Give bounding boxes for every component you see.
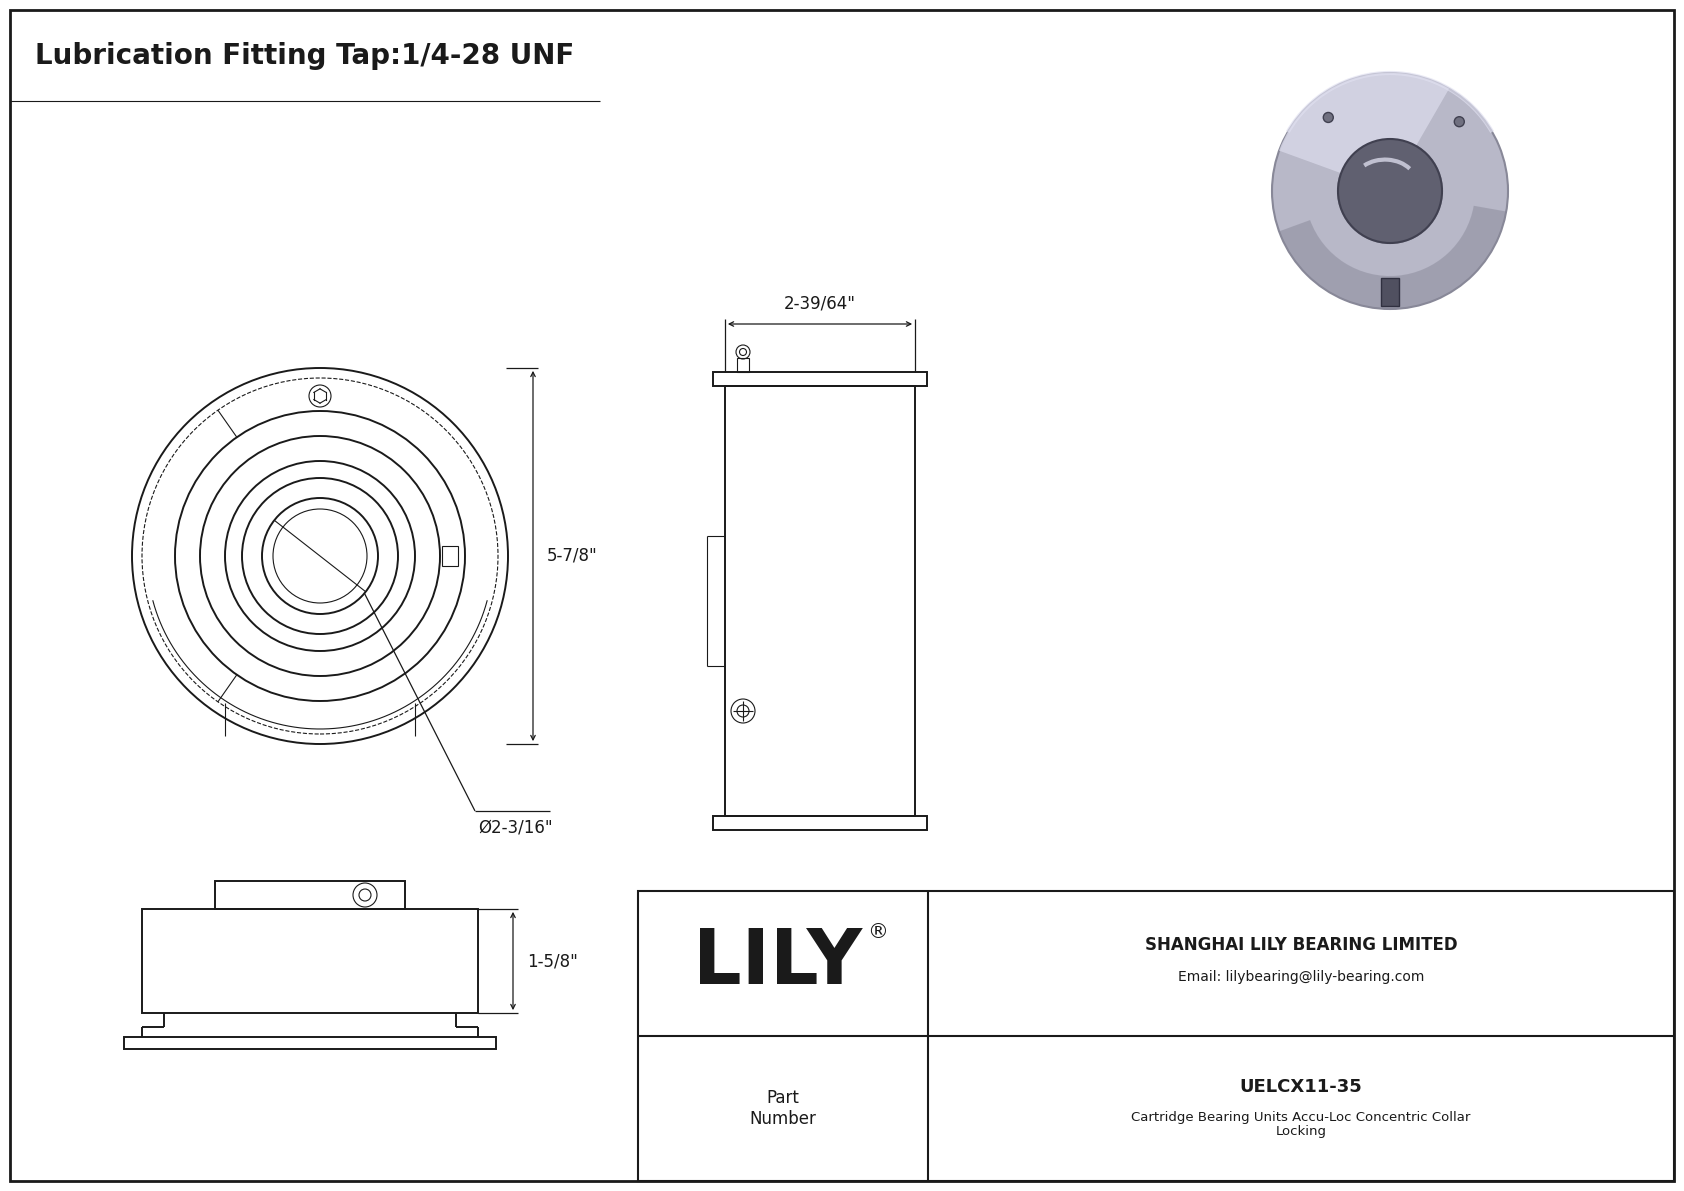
Bar [141, 909, 478, 1014]
Circle shape [1324, 112, 1334, 123]
Bar [726, 386, 914, 816]
Circle shape [1339, 139, 1442, 243]
Text: ®: ® [867, 922, 889, 942]
Wedge shape [1280, 206, 1505, 308]
Bar [125, 1037, 497, 1049]
Bar [441, 545, 458, 566]
Bar [1381, 278, 1399, 306]
Bar [216, 881, 404, 909]
Text: Part
Number: Part Number [749, 1089, 817, 1128]
Text: Lubrication Fitting Tap:1/4-28 UNF: Lubrication Fitting Tap:1/4-28 UNF [35, 42, 574, 70]
Text: Email: lilybearing@lily-bearing.com: Email: lilybearing@lily-bearing.com [1177, 971, 1425, 985]
Bar [638, 891, 1674, 1181]
Text: UELCX11-35: UELCX11-35 [1239, 1078, 1362, 1096]
Bar [712, 816, 926, 830]
Bar [738, 358, 749, 372]
Wedge shape [1271, 73, 1507, 308]
Text: LILY: LILY [694, 927, 862, 1000]
Text: SHANGHAI LILY BEARING LIMITED: SHANGHAI LILY BEARING LIMITED [1145, 936, 1457, 954]
Text: Cartridge Bearing Units Accu-Loc Concentric Collar
Locking: Cartridge Bearing Units Accu-Loc Concent… [1132, 1110, 1470, 1139]
Text: 1-5/8": 1-5/8" [527, 952, 578, 969]
Text: Ø2-3/16": Ø2-3/16" [478, 818, 552, 836]
Circle shape [1455, 117, 1465, 126]
Text: 2-39/64": 2-39/64" [785, 294, 855, 312]
Text: 5-7/8": 5-7/8" [547, 547, 598, 565]
Bar [712, 372, 926, 386]
Wedge shape [1280, 73, 1448, 173]
